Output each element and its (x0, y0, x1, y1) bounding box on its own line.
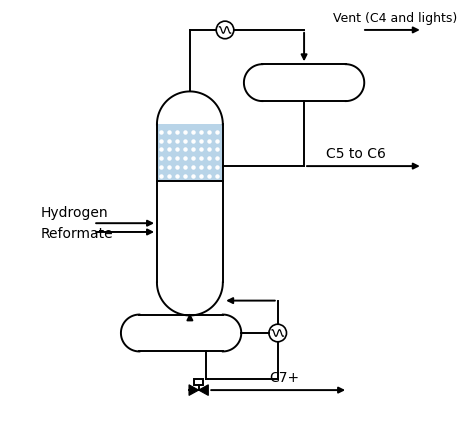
Polygon shape (199, 385, 209, 396)
Bar (194, 379, 203, 385)
Text: C5 to C6: C5 to C6 (326, 147, 386, 161)
Text: Reformate: Reformate (41, 227, 113, 241)
Bar (157, 124, 223, 182)
Text: Hydrogen: Hydrogen (41, 206, 108, 220)
Polygon shape (189, 385, 199, 396)
Text: Vent (C4 and lights): Vent (C4 and lights) (333, 11, 457, 25)
Text: C7+: C7+ (269, 371, 299, 385)
